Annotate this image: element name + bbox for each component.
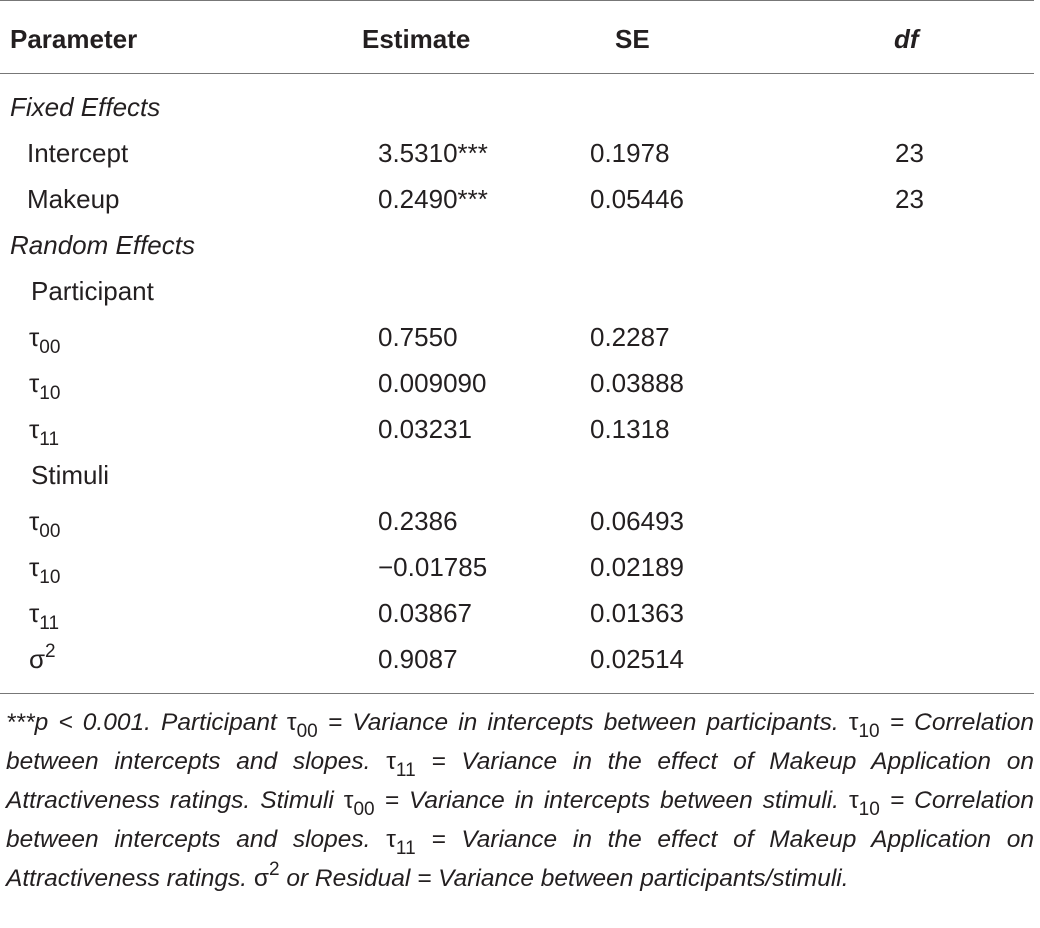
bottom-rule (0, 693, 1034, 694)
estimate: 0.9087 (378, 644, 458, 674)
footnote-segment: 10 (858, 799, 880, 820)
superscript: 2 (45, 641, 56, 662)
estimate: 0.2490*** (378, 184, 488, 214)
se: 0.01363 (590, 598, 684, 628)
footnote-segment: τ (386, 826, 396, 853)
subscript: 10 (39, 383, 61, 404)
footnote-segment: = Variance in the effect of Makeup Appli… (6, 748, 1034, 814)
footnote-segment: = Correlation between intercepts and slo… (6, 709, 1034, 775)
symbol: τ (29, 414, 40, 444)
footnote-segment: 11 (395, 760, 416, 781)
symbol: τ (29, 322, 40, 352)
footnote-segment: = Variance in intercepts between partici… (317, 709, 849, 736)
parameter: τ10 (29, 368, 61, 404)
parameter: Intercept (27, 138, 129, 168)
header-cell: SE (615, 24, 650, 54)
estimate: 0.2386 (378, 506, 458, 536)
footnote: ***p < 0.001. Participant τ00 = Variance… (6, 704, 1034, 899)
subscript: 11 (39, 613, 60, 634)
header-cell: df (894, 24, 919, 54)
footnote-segment: = Variance in the effect of Makeup Appli… (6, 826, 1034, 892)
subscript: 10 (39, 567, 61, 588)
parameter: τ00 (29, 322, 61, 358)
header-cell: Estimate (362, 24, 471, 54)
symbol: σ (29, 644, 46, 674)
estimate: −0.01785 (378, 552, 488, 582)
parameter: τ10 (29, 552, 61, 588)
subscript: 11 (39, 429, 60, 450)
footnote-segment: or Residual = Variance between participa… (279, 865, 849, 892)
estimate: 0.009090 (378, 368, 487, 398)
se: 0.06493 (590, 506, 684, 536)
subscript: 00 (39, 521, 61, 542)
footnote-segment: 2 (268, 859, 280, 880)
parameter: τ11 (29, 414, 60, 450)
se: 0.05446 (590, 184, 684, 214)
section-title: Random Effects (10, 230, 195, 260)
se: 0.1318 (590, 414, 670, 444)
header-cell: Parameter (10, 24, 138, 54)
footnote-segment: τ (286, 709, 297, 736)
estimate: 0.03867 (378, 598, 472, 628)
subscript: 00 (39, 337, 61, 358)
footnote-segment: 00 (353, 799, 375, 820)
top-rule (0, 0, 1034, 1)
parameter: τ11 (29, 598, 60, 634)
section-title: Fixed Effects (10, 92, 161, 122)
footnote-segment: 00 (296, 721, 318, 742)
estimate: 3.5310*** (378, 138, 488, 168)
header-rule (0, 73, 1034, 74)
df: 23 (895, 138, 924, 168)
parameter: σ2 (29, 641, 56, 678)
symbol: τ (29, 598, 40, 628)
footnote-segment: = Correlation between intercepts and slo… (6, 787, 1034, 853)
group-title: Participant (31, 276, 154, 306)
se: 0.2287 (590, 322, 670, 352)
se: 0.03888 (590, 368, 684, 398)
estimate: 0.7550 (378, 322, 458, 352)
footnote-segment: τ (848, 709, 859, 736)
se: 0.02514 (590, 644, 684, 674)
footnote-segment: τ (386, 748, 396, 775)
footnote-segment: τ (343, 787, 354, 814)
footnote-segment: σ (253, 865, 269, 892)
df: 23 (895, 184, 924, 214)
se: 0.02189 (590, 552, 684, 582)
parameter: τ00 (29, 506, 61, 542)
estimate: 0.03231 (378, 414, 472, 444)
footnote-segment: = Variance in intercepts between stimuli… (374, 787, 849, 814)
symbol: τ (29, 552, 40, 582)
se: 0.1978 (590, 138, 670, 168)
footnote-segment: ***p < 0.001. Participant (6, 709, 287, 736)
parameter: Makeup (27, 184, 120, 214)
symbol: τ (29, 506, 40, 536)
footnote-segment: τ (848, 787, 859, 814)
footnote-segment: 11 (395, 838, 416, 859)
footnote-segment: 10 (858, 721, 880, 742)
symbol: τ (29, 368, 40, 398)
group-title: Stimuli (31, 460, 110, 490)
